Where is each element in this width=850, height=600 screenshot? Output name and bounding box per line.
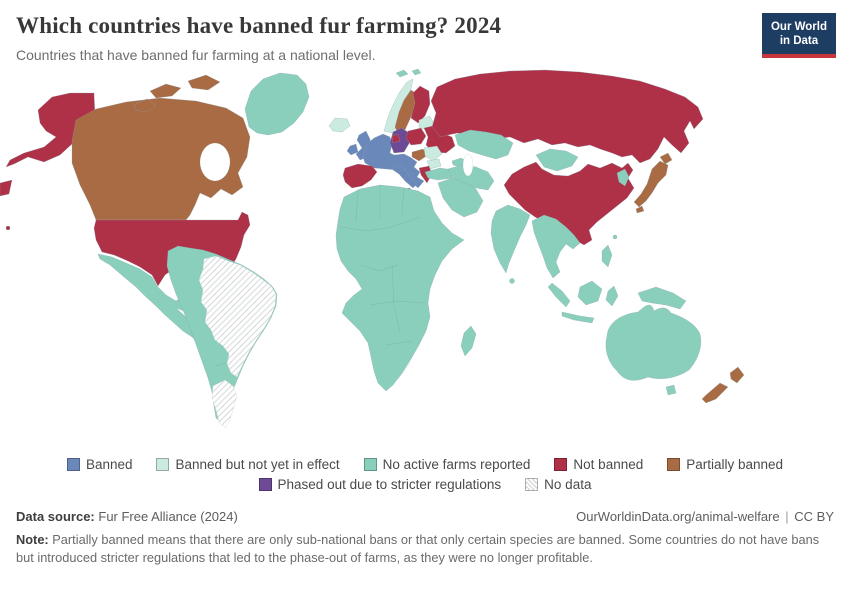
country-india[interactable] (490, 204, 531, 274)
map-legend: Banned Banned but not yet in effect No act… (0, 457, 850, 492)
legend-swatch-banned_pending (156, 458, 170, 471)
country-greenland[interactable] (244, 72, 310, 136)
owid-logo-line1: Our World (770, 21, 827, 33)
world-map[interactable] (0, 65, 850, 447)
country-svalbard[interactable] (395, 68, 422, 78)
country-philippines[interactable] (601, 244, 613, 268)
legend-label-not_banned: Not banned (573, 457, 644, 472)
country-tasmania[interactable] (665, 384, 677, 396)
owid-logo[interactable]: Our World in Data (761, 13, 836, 58)
country-chukotka-fragment[interactable] (0, 179, 13, 197)
country-indonesia[interactable] (547, 280, 619, 324)
africa-borders (339, 186, 425, 380)
page-title: Which countries have banned fur farming?… (16, 13, 502, 38)
legend-swatch-partially_banned (667, 458, 681, 471)
legend-label-partially_banned: Partially banned (686, 457, 784, 472)
legend-item-phased_out[interactable]: Phased out due to stricter regulations (258, 477, 502, 492)
legend-swatch-banned (66, 458, 80, 471)
legend-label-no_data: No data (544, 477, 592, 492)
footnote-text: Partially banned means that there are on… (16, 532, 820, 565)
footer-row: Data source: Fur Free Alliance (2024) Ou… (16, 509, 834, 524)
legend-item-no_data[interactable]: No data (525, 477, 591, 492)
owid-logo-line2: in Data (779, 35, 819, 48)
legend-label-no_active_farms: No active farms reported (382, 457, 531, 472)
country-sri-lanka[interactable] (509, 278, 515, 284)
country-iceland[interactable] (328, 117, 351, 133)
footnote: Note: Partially banned means that there … (16, 531, 834, 567)
country-alaska[interactable] (5, 92, 97, 168)
footer: Data source: Fur Free Alliance (2024) Ou… (0, 497, 850, 567)
country-romania[interactable] (423, 145, 443, 162)
country-spain-portugal[interactable] (342, 163, 378, 189)
legend-item-no_active_farms[interactable]: No active farms reported (363, 457, 531, 472)
country-ireland[interactable] (346, 143, 359, 156)
attribution: OurWorldinData.org/animal-welfare | CC B… (576, 509, 834, 524)
data-source-label: Data source: (16, 509, 95, 524)
country-argentina[interactable] (211, 379, 238, 429)
header: Which countries have banned fur farming?… (0, 0, 850, 63)
country-hawaii[interactable] (5, 225, 11, 231)
legend-label-banned: Banned (85, 457, 133, 472)
footnote-label: Note: (16, 532, 49, 547)
country-canada-arctic-islands[interactable] (133, 74, 221, 113)
country-korea[interactable] (616, 168, 630, 187)
country-southeast-asia[interactable] (531, 214, 581, 279)
country-australia[interactable] (605, 304, 702, 381)
legend-row: Phased out due to stricter regulations No… (0, 477, 850, 492)
legend-swatch-no_active_farms (363, 458, 377, 471)
hudson-bay (199, 142, 231, 182)
country-central-asia[interactable] (454, 129, 514, 160)
country-canada[interactable] (71, 97, 251, 221)
legend-swatch-phased_out (258, 478, 272, 491)
legend-swatch-no_data (525, 478, 539, 491)
attribution-separator: | (785, 509, 789, 524)
country-hungary[interactable] (411, 148, 429, 162)
country-taiwan[interactable] (612, 234, 618, 240)
caspian-sea (462, 153, 474, 177)
country-mongolia[interactable] (535, 148, 579, 172)
country-poland[interactable] (405, 127, 427, 146)
legend-label-banned_pending: Banned but not yet in effect (175, 457, 340, 472)
country-new-zealand[interactable] (701, 366, 745, 404)
owid-url[interactable]: OurWorldinData.org/animal-welfare (576, 509, 780, 524)
data-source: Data source: Fur Free Alliance (2024) (16, 509, 238, 524)
legend-item-banned_pending[interactable]: Banned but not yet in effect (156, 457, 340, 472)
data-source-value: Fur Free Alliance (2024) (98, 509, 238, 524)
license-badge[interactable]: CC BY (794, 509, 834, 524)
country-japan[interactable] (633, 152, 673, 214)
page-subtitle: Countries that have banned fur farming a… (16, 47, 376, 63)
country-denmark[interactable] (391, 133, 401, 144)
country-papua-new-guinea[interactable] (637, 286, 687, 310)
country-africa[interactable] (335, 184, 465, 392)
legend-row: Banned Banned but not yet in effect No act… (0, 457, 850, 472)
legend-label-phased_out: Phased out due to stricter regulations (277, 477, 502, 492)
country-brazil[interactable] (198, 255, 277, 378)
country-madagascar[interactable] (460, 325, 477, 357)
legend-swatch-not_banned (554, 458, 568, 471)
legend-item-partially_banned[interactable]: Partially banned (667, 457, 783, 472)
legend-item-not_banned[interactable]: Not banned (554, 457, 643, 472)
legend-item-banned[interactable]: Banned (66, 457, 133, 472)
